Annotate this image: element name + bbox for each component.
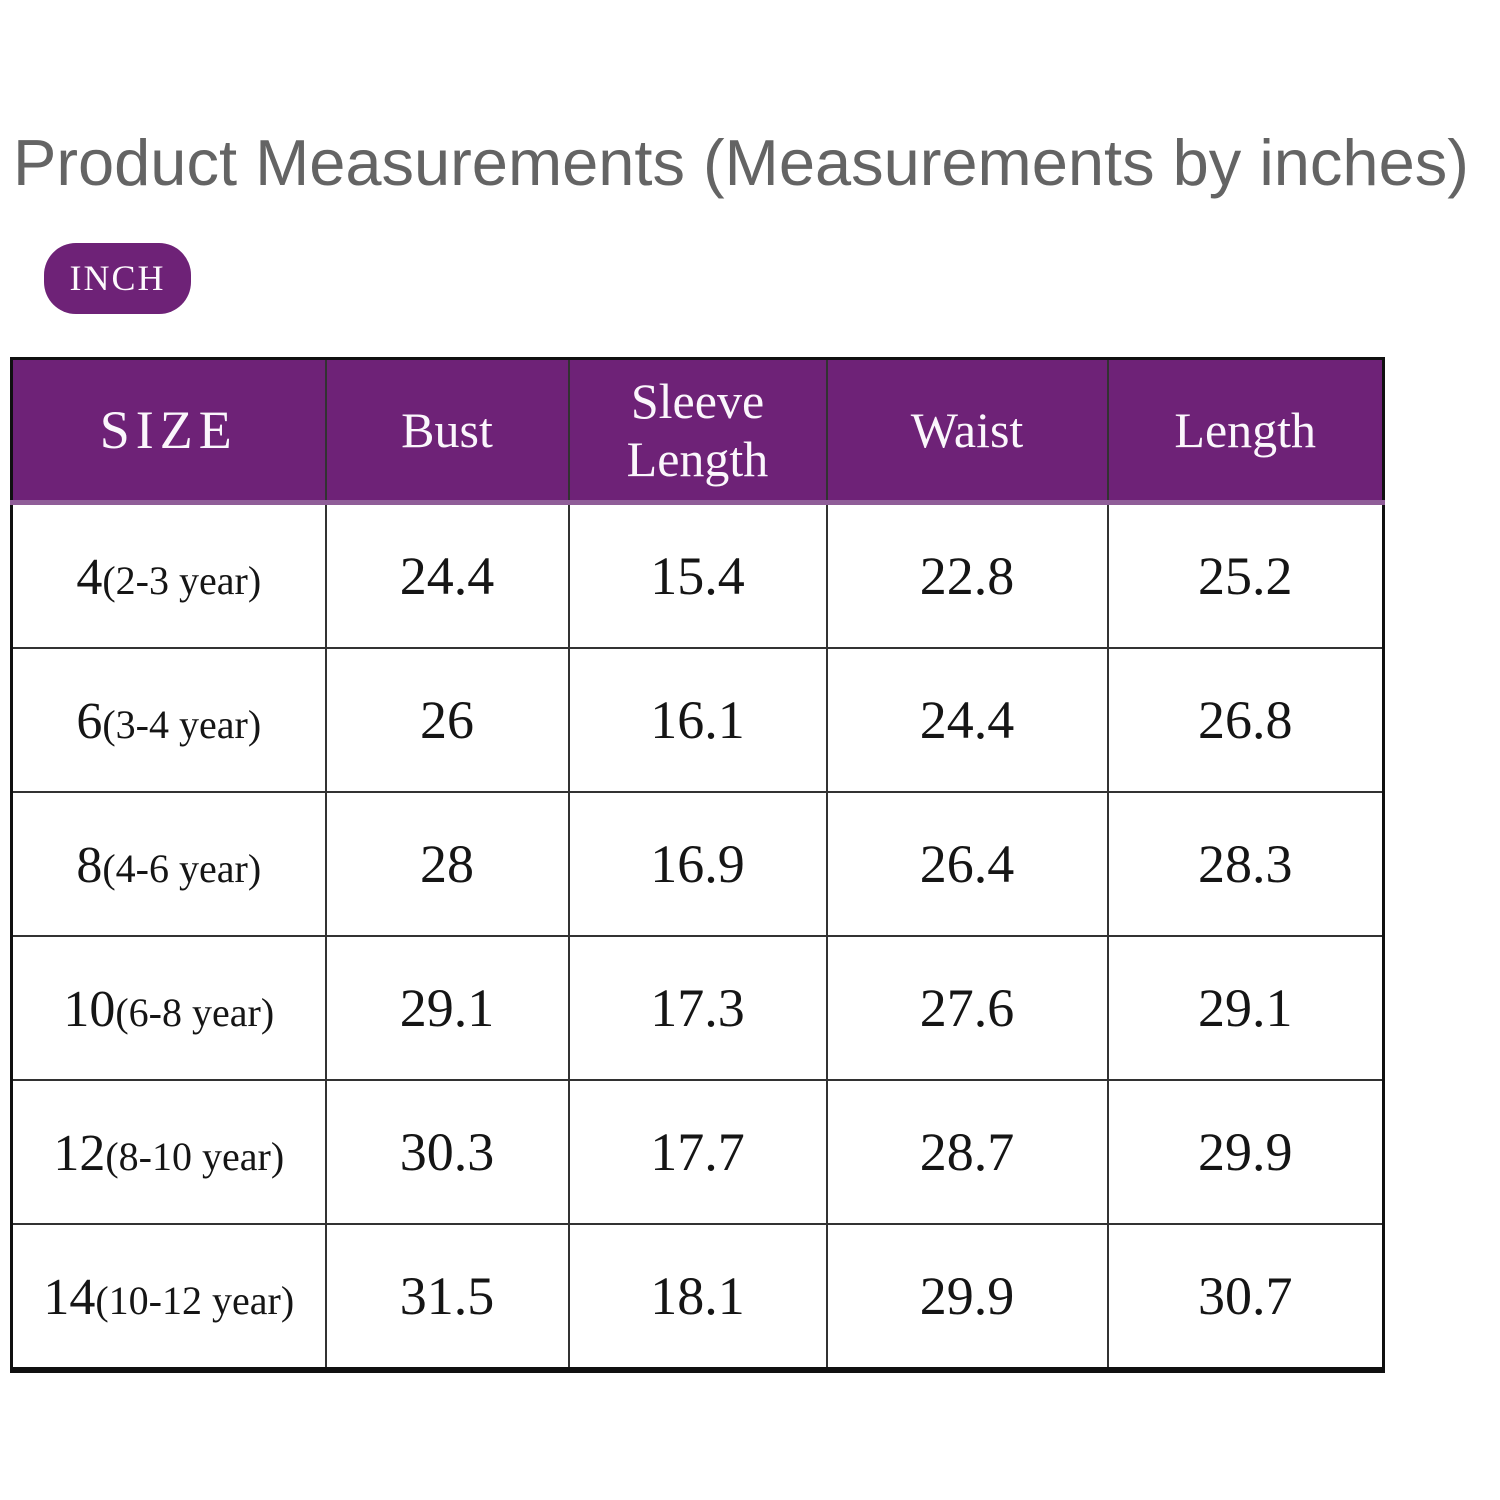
sleeve-value: 16.9 — [567, 791, 828, 937]
bust-value: 24.4 — [324, 501, 570, 649]
waist-value: 28.7 — [825, 1079, 1109, 1225]
size-age-range: (3-4 year) — [102, 702, 262, 747]
length-value: 29.1 — [1106, 935, 1385, 1081]
size-cell: 10(6-8 year) — [10, 935, 327, 1081]
header-cell-sleeve-length: Sleeve Length — [567, 357, 828, 505]
size-number: 14 — [43, 1269, 96, 1326]
size-age-range: (8-10 year) — [105, 1134, 285, 1179]
sleeve-value: 16.1 — [567, 647, 828, 793]
size-number: 8 — [76, 837, 103, 894]
size-age-range: (10-12 year) — [95, 1278, 295, 1323]
sleeve-value: 17.7 — [567, 1079, 828, 1225]
table-row: 6(3-4 year) 26 16.1 24.4 26.8 — [10, 647, 1385, 793]
size-number: 10 — [63, 981, 116, 1038]
length-value: 25.2 — [1106, 501, 1385, 649]
sleeve-value: 15.4 — [567, 501, 828, 649]
page-title: Product Measurements (Measurements by in… — [13, 126, 1469, 199]
waist-value: 22.8 — [825, 501, 1109, 649]
bust-value: 31.5 — [324, 1223, 570, 1371]
waist-value: 26.4 — [825, 791, 1109, 937]
size-cell: 6(3-4 year) — [10, 647, 327, 793]
size-cell: 4(2-3 year) — [10, 501, 327, 649]
length-value: 28.3 — [1106, 791, 1385, 937]
table-row: 14(10-12 year) 31.5 18.1 29.9 30.7 — [10, 1223, 1385, 1371]
waist-value: 27.6 — [825, 935, 1109, 1081]
sleeve-value: 17.3 — [567, 935, 828, 1081]
bust-value: 28 — [324, 791, 570, 937]
header-cell-length: Length — [1106, 357, 1385, 505]
length-value: 30.7 — [1106, 1223, 1385, 1371]
size-age-range: (2-3 year) — [102, 558, 262, 603]
header-cell-waist: Waist — [825, 357, 1109, 505]
measurements-table: SIZE Bust Sleeve Length Waist Length 4(2… — [10, 357, 1385, 1373]
bust-value: 26 — [324, 647, 570, 793]
size-number: 12 — [53, 1125, 106, 1182]
bust-value: 30.3 — [324, 1079, 570, 1225]
size-cell: 8(4-6 year) — [10, 791, 327, 937]
size-cell: 14(10-12 year) — [10, 1223, 327, 1371]
size-number: 4 — [76, 549, 103, 606]
inch-unit-badge[interactable]: INCH — [44, 243, 191, 314]
header-cell-size: SIZE — [10, 357, 327, 505]
length-value: 26.8 — [1106, 647, 1385, 793]
waist-value: 29.9 — [825, 1223, 1109, 1371]
size-cell: 12(8-10 year) — [10, 1079, 327, 1225]
table-row: 4(2-3 year) 24.4 15.4 22.8 25.2 — [10, 501, 1385, 649]
table-row: 12(8-10 year) 30.3 17.7 28.7 29.9 — [10, 1079, 1385, 1225]
length-value: 29.9 — [1106, 1079, 1385, 1225]
bust-value: 29.1 — [324, 935, 570, 1081]
size-age-range: (6-8 year) — [115, 990, 275, 1035]
table-header-row: SIZE Bust Sleeve Length Waist Length — [10, 357, 1385, 505]
size-number: 6 — [76, 693, 103, 750]
sleeve-value: 18.1 — [567, 1223, 828, 1371]
size-age-range: (4-6 year) — [102, 846, 262, 891]
table-row: 8(4-6 year) 28 16.9 26.4 28.3 — [10, 791, 1385, 937]
header-cell-bust: Bust — [324, 357, 570, 505]
waist-value: 24.4 — [825, 647, 1109, 793]
table-row: 10(6-8 year) 29.1 17.3 27.6 29.1 — [10, 935, 1385, 1081]
